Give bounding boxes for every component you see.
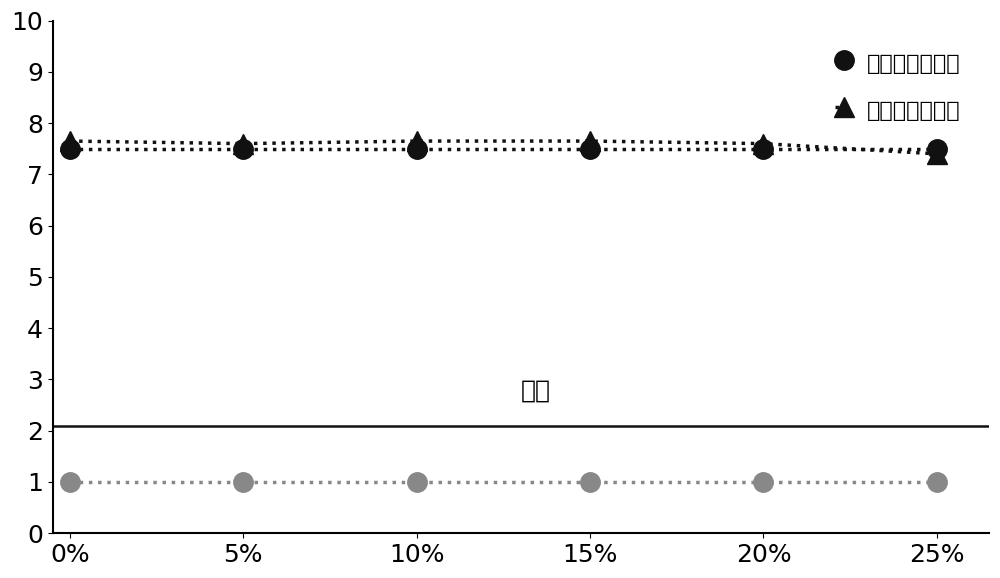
区外包含异常点 [757,145,769,152]
区内包含异常点 [584,138,596,144]
区外包含异常点 [237,145,249,152]
区内包含异常点 [931,150,943,157]
区外包含异常点 [411,145,423,152]
区内包含异常点 [237,140,249,147]
区内包含异常点 [64,138,76,144]
区内包含异常点 [411,138,423,144]
Legend: 区外包含异常点, 区内包含异常点: 区外包含异常点, 区内包含异常点 [817,32,978,142]
Line: 区外包含异常点: 区外包含异常点 [60,139,947,158]
区外包含异常点 [64,145,76,152]
Text: 阈值: 阈值 [521,379,551,402]
Line: 区内包含异常点: 区内包含异常点 [60,131,947,164]
区外包含异常点 [931,145,943,152]
区外包含异常点 [584,145,596,152]
区内包含异常点 [757,140,769,147]
